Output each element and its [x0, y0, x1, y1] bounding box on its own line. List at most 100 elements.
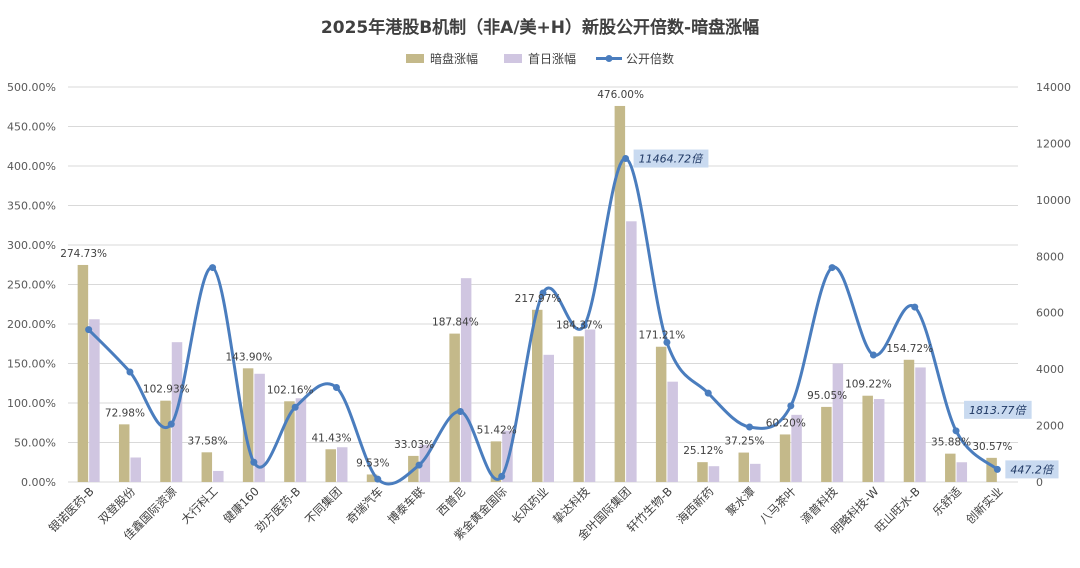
bar-dark-pool	[160, 400, 171, 482]
line-marker	[332, 383, 340, 391]
chart-title: 2025年港股B机制（非A/美+H）新股公开倍数-暗盘涨幅	[321, 17, 759, 38]
bar-first-day	[791, 414, 802, 482]
bar-data-label: 41.43%	[311, 432, 351, 444]
bar-data-label: 25.12%	[683, 445, 723, 457]
line-marker	[704, 389, 712, 397]
category-label: 不同集团	[302, 484, 344, 526]
left-tick-label: 300.00%	[7, 239, 56, 252]
legend-label-line: 公开倍数	[626, 51, 674, 66]
left-tick-label: 200.00%	[7, 318, 56, 331]
category-label: 聚水潭	[723, 484, 757, 518]
bar-first-day	[750, 463, 761, 482]
bar-data-label: 171.21%	[639, 330, 686, 342]
legend-swatch-bar1	[406, 54, 424, 63]
bar-data-label: 102.16%	[267, 384, 314, 396]
right-tick-label: 4000	[1036, 363, 1064, 376]
bar-data-label: 35.88%	[931, 437, 971, 449]
callouts: 11464.72倍 1813.77倍 447.2倍	[633, 149, 1059, 479]
line-marker	[456, 407, 464, 415]
legend: 暗盘涨幅 首日涨幅 公开倍数	[406, 51, 674, 66]
category-label: 旺山旺水-B	[872, 484, 923, 535]
bar-data-label: 184.37%	[556, 319, 603, 331]
left-tick-label: 400.00%	[7, 160, 56, 173]
bar-dark-pool	[325, 449, 336, 482]
line-marker	[374, 475, 382, 483]
legend-label-bar1: 暗盘涨幅	[430, 51, 478, 66]
bar-dark-pool	[573, 336, 584, 482]
right-tick-label: 12000	[1036, 137, 1071, 150]
bar-dark-pool	[614, 105, 626, 483]
legend-label-bar2: 首日涨幅	[528, 51, 576, 66]
bar-first-day	[667, 381, 678, 482]
right-tick-label: 6000	[1036, 307, 1064, 320]
bar-dark-pool	[862, 395, 873, 482]
category-label: 八马茶叶	[757, 484, 800, 527]
category-label: 奇瑞汽车	[343, 484, 385, 526]
line-marker	[167, 420, 175, 428]
bar-data-label: 154.72%	[886, 343, 933, 355]
bar-first-day	[956, 462, 968, 482]
line-series	[85, 155, 1001, 486]
category-label: 轩竹生物-B	[624, 484, 675, 535]
bar-data-label: 109.22%	[845, 379, 892, 391]
bar-first-day	[543, 354, 554, 482]
bar-data-label: 187.84%	[432, 317, 479, 329]
category-label: 挚达科技	[550, 484, 593, 527]
right-tick-label: 14000	[1036, 81, 1071, 94]
category-label: 西普尼	[434, 484, 468, 518]
left-tick-label: 500.00%	[7, 81, 56, 94]
line-marker	[250, 458, 258, 466]
bar-data-label: 60.20%	[766, 417, 806, 429]
line-marker	[663, 338, 671, 346]
bar-dark-pool	[490, 441, 502, 482]
bar-dark-pool	[697, 462, 708, 482]
bar-data-label: 9.53%	[356, 457, 389, 469]
bar-data-label: 102.93%	[143, 384, 190, 396]
line-marker	[415, 461, 423, 469]
line-marker	[993, 465, 1001, 473]
line-marker	[580, 321, 588, 329]
callout-box	[1005, 460, 1059, 479]
callout-label: 1813.77倍	[969, 404, 1027, 417]
bar-data-label: 33.03%	[394, 439, 434, 451]
legend-swatch-bar2	[504, 54, 522, 63]
bar-data-label: 51.42%	[477, 424, 517, 436]
bar-first-day	[254, 373, 265, 482]
category-label: 大行科工	[178, 484, 220, 526]
callout-label: 447.2倍	[1010, 463, 1054, 476]
category-label: 博泰车联	[385, 484, 428, 527]
bar-dark-pool	[284, 401, 295, 482]
line-marker	[85, 326, 93, 334]
bar-first-day	[295, 398, 307, 482]
bar-dark-pool	[779, 434, 791, 482]
category-label: 创新实业	[963, 484, 1005, 526]
category-label: 滴普科技	[798, 484, 841, 527]
left-tick-label: 0.00%	[21, 476, 56, 489]
bar-dark-pool	[903, 359, 915, 482]
bar-dark-pool	[242, 368, 254, 482]
bar-dark-pool	[986, 457, 997, 482]
bar-first-day	[708, 466, 720, 482]
bar-first-day	[336, 447, 348, 482]
bar-dark-pool	[945, 453, 956, 482]
bar-dark-pool	[738, 452, 750, 482]
category-label: 双登股份	[96, 484, 139, 527]
callout-box	[964, 400, 1032, 419]
category-label: 长风药业	[509, 484, 551, 526]
bar-first-day	[873, 399, 885, 482]
line-marker	[622, 155, 630, 163]
line-marker	[126, 368, 134, 376]
line-marker	[911, 303, 919, 311]
left-tick-label: 50.00%	[14, 437, 56, 450]
line-marker	[952, 427, 960, 435]
line-marker	[787, 402, 795, 410]
bar-data-label: 476.00%	[597, 89, 644, 101]
bar-dark-pool	[449, 333, 460, 482]
callout-box	[633, 149, 709, 168]
line-marker	[746, 423, 754, 431]
legend-swatch-marker	[605, 55, 613, 62]
right-tick-label: 8000	[1036, 250, 1064, 263]
bar-first-day	[213, 470, 224, 482]
